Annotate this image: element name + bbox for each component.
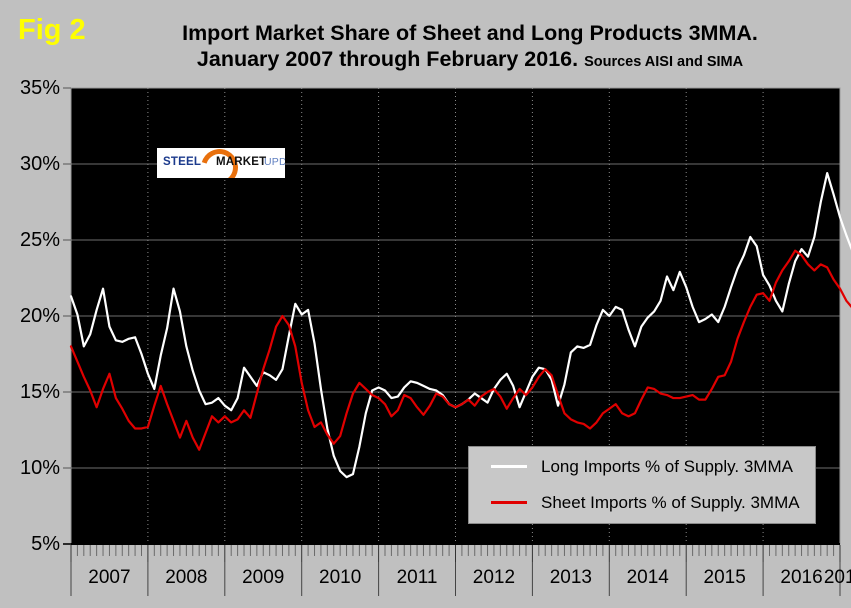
figure-number-label: Fig 2 — [18, 14, 86, 46]
x-axis-tick-label: 2017 — [823, 567, 851, 588]
x-axis-tick-label: 2009 — [242, 567, 285, 588]
x-axis-tick-label: 2016 — [780, 567, 823, 588]
x-axis-tick-label: 2007 — [88, 567, 131, 588]
x-axis-tick-label: 2014 — [626, 567, 669, 588]
legend-color-swatch-long — [491, 465, 527, 468]
y-axis-tick-label: 25% — [19, 229, 60, 251]
chart-title-line-1: Import Market Share of Sheet and Long Pr… — [182, 21, 758, 45]
x-axis-tick-label: 2013 — [549, 567, 592, 588]
y-axis-tick-label: 35% — [19, 77, 60, 99]
chart-title-block: Import Market Share of Sheet and Long Pr… — [110, 20, 830, 75]
legend-label-long: Long Imports % of Supply. 3MMA — [541, 456, 793, 476]
legend-color-swatch-sheet — [491, 501, 527, 504]
y-axis-tick-label: 15% — [19, 381, 60, 403]
logo-word-update: UPDATE — [264, 156, 285, 168]
series-line-0 — [69, 172, 851, 479]
y-axis-tick-label: 5% — [31, 533, 60, 555]
series-line-1 — [69, 249, 851, 451]
x-axis-tick-label: 2010 — [319, 567, 362, 588]
x-axis-tick-label: 2011 — [396, 567, 438, 588]
chart-title-line-2-text: January 2007 through February 2016. — [196, 47, 579, 71]
logo-word-market: MARKET — [216, 156, 267, 168]
legend-item-sheet-imports: Sheet Imports % of Supply. 3MMA — [469, 483, 815, 522]
x-axis-tick-label: 2015 — [703, 567, 746, 588]
x-axis-tick-label: 2012 — [472, 567, 516, 588]
y-axis-tick-label: 20% — [19, 305, 60, 327]
legend-label-sheet: Sheet Imports % of Supply. 3MMA — [541, 492, 800, 512]
y-axis-tick-label: 30% — [19, 153, 60, 175]
legend-item-long-imports: Long Imports % of Supply. 3MMA — [469, 447, 815, 486]
chart-title-line-2: January 2007 through February 2016. Sour… — [110, 46, 830, 75]
logo-word-steel: STEEL — [163, 156, 202, 168]
chart-legend: Long Imports % of Supply. 3MMA Sheet Imp… — [468, 446, 816, 524]
chart-source-note: Sources AISI and SIMA — [584, 54, 744, 70]
x-axis-tick-label: 2008 — [165, 567, 208, 588]
steel-market-update-watermark: STEEL MARKET UPDATE — [157, 148, 285, 178]
y-axis-tick-label: 10% — [19, 457, 60, 479]
